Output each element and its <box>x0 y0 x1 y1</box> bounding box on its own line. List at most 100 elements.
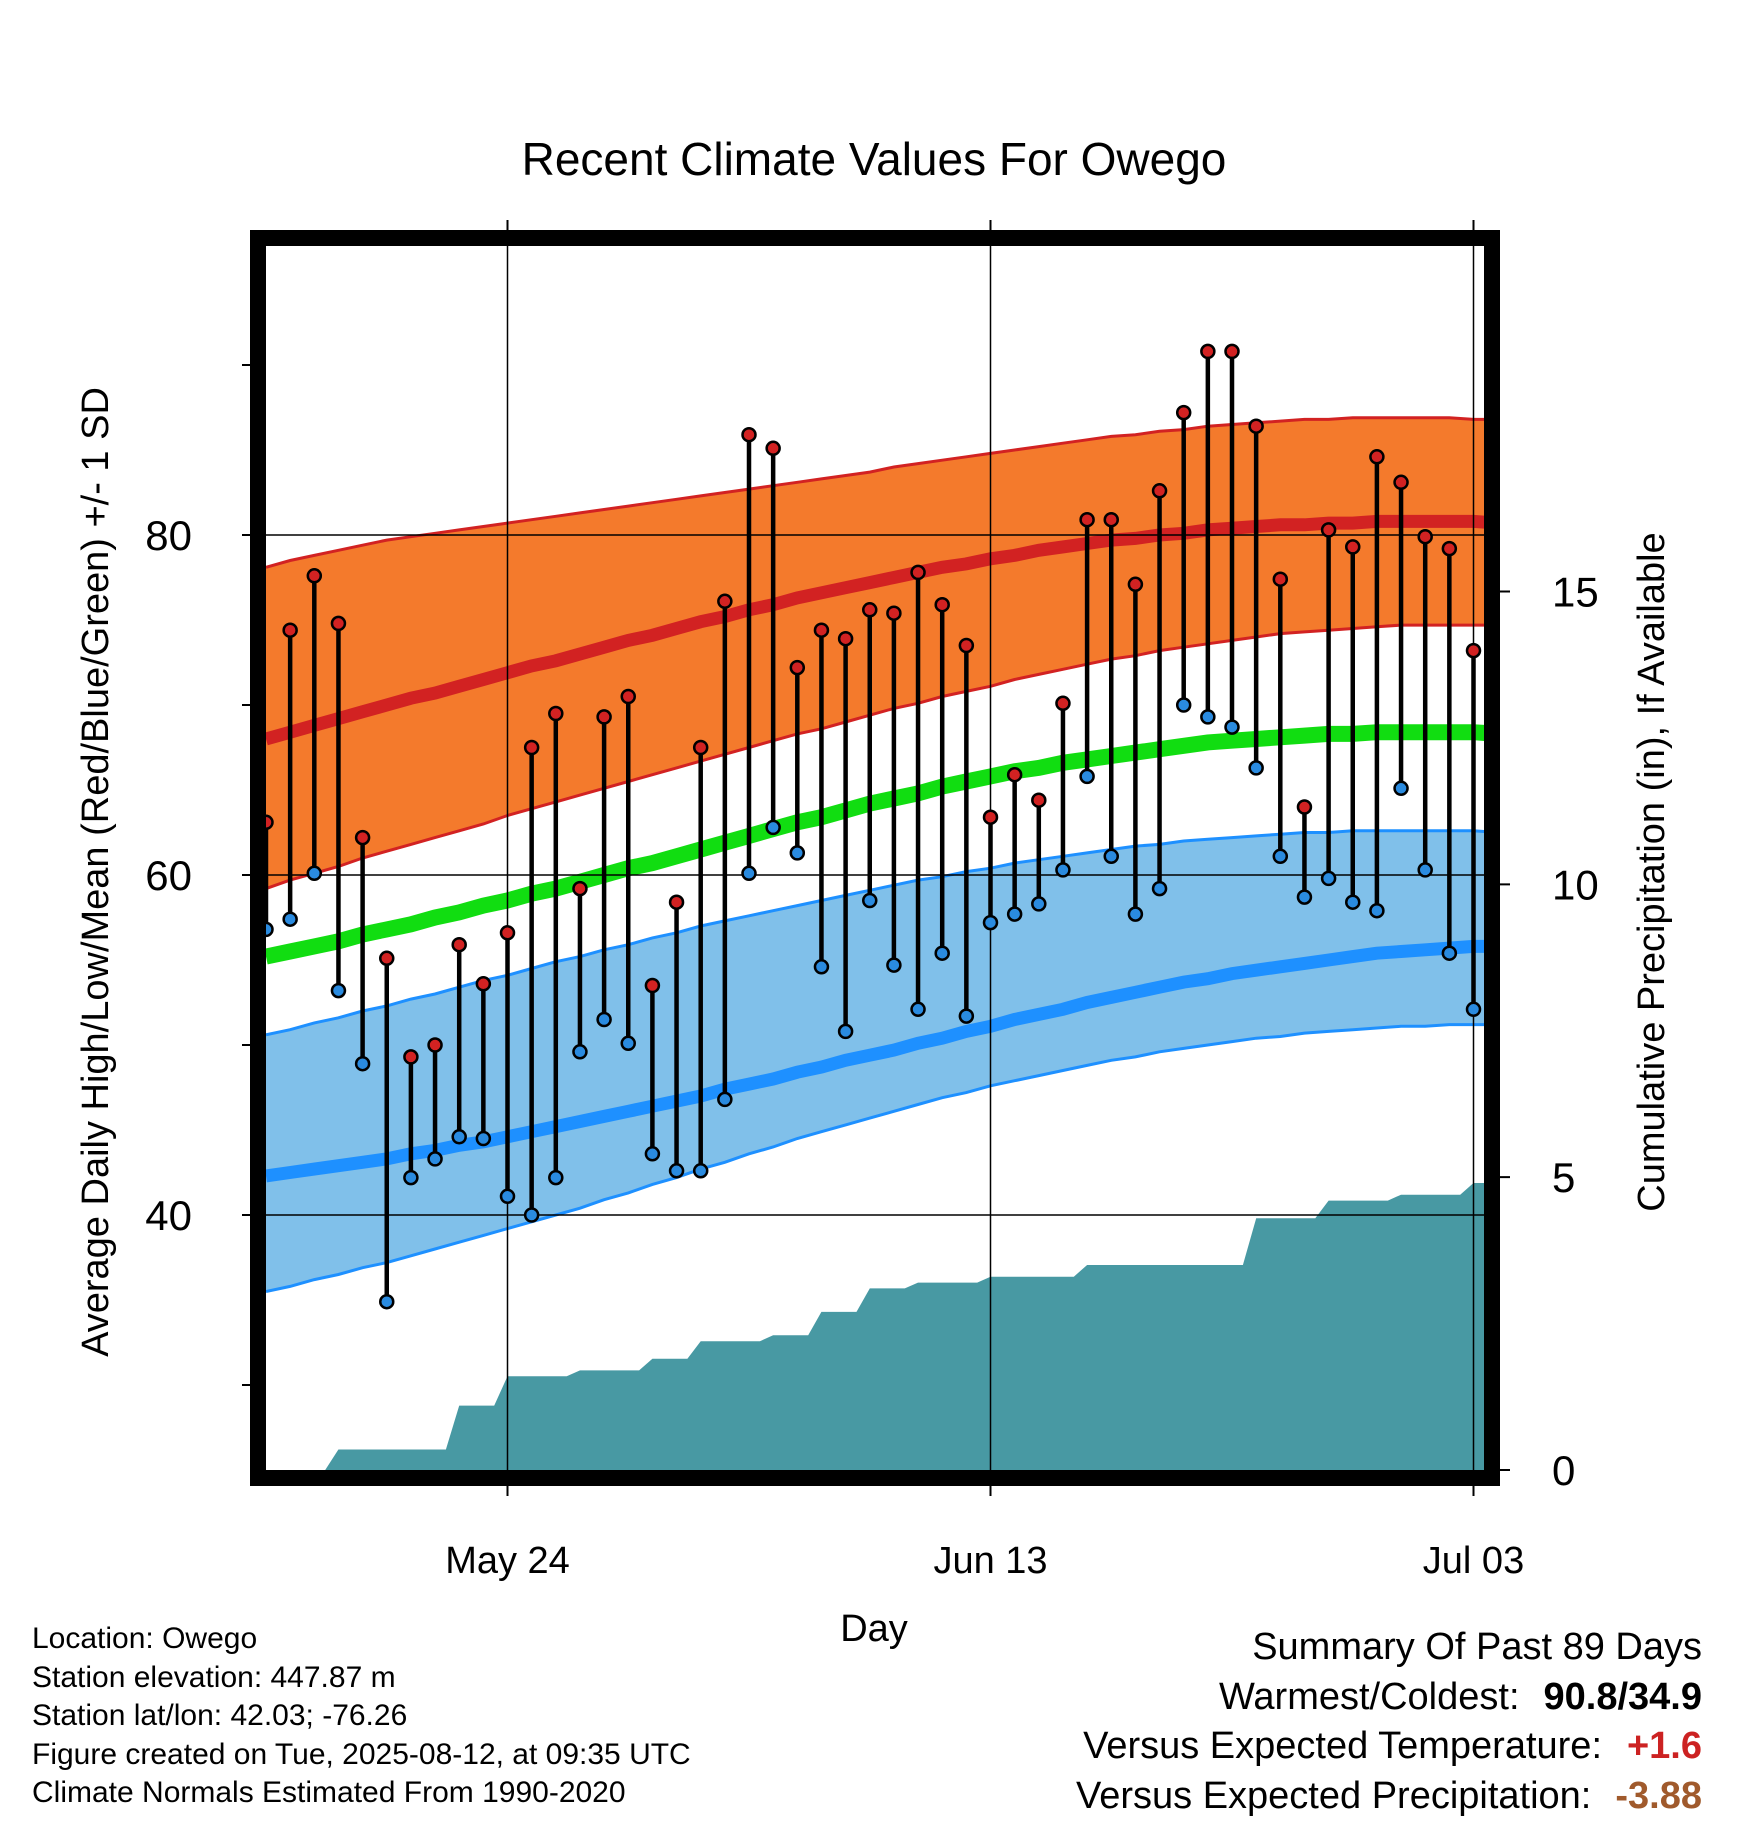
daily-low-point <box>1127 906 1144 922</box>
daily-high-point <box>668 894 685 910</box>
daily-high-point <box>717 593 733 610</box>
daily-low-point <box>523 1207 540 1223</box>
daily-low-point <box>1709 760 1722 773</box>
daily-high-point <box>1151 483 1168 499</box>
cumulative-precip-area <box>266 1183 1484 1470</box>
daily-low-point <box>789 845 806 861</box>
daily-low-point <box>1320 870 1337 887</box>
high-sd-band-lower-edge <box>266 623 1484 891</box>
daily-high-point <box>862 602 878 618</box>
daily-high-point <box>1296 799 1313 815</box>
latlon-text: Station lat/lon: 42.03; -76.26 <box>32 1699 408 1732</box>
chart-title: Recent Climate Values For Owego <box>522 133 1227 185</box>
daily-low-point <box>1684 741 1697 754</box>
daily-low-point <box>934 945 950 961</box>
daily-low-point <box>717 1091 733 1108</box>
daily-high-point <box>306 568 323 584</box>
daily-high-point <box>1224 343 1240 360</box>
daily-low-point <box>813 959 830 975</box>
normal-mean-line <box>266 724 1484 965</box>
daily-low-point <box>1612 852 1625 865</box>
daily-low-point <box>1272 848 1289 865</box>
daily-high-point <box>354 829 371 846</box>
daily-high-point <box>282 622 298 638</box>
warmest-coldest-value: 90.8/34.9 <box>1543 1675 1702 1718</box>
daily-low-point <box>1441 945 1458 961</box>
daily-low-point <box>910 1001 926 1018</box>
daily-low-point <box>1465 1001 1482 1018</box>
daily-high-point <box>548 705 564 722</box>
daily-high-point <box>572 880 588 897</box>
daily-low-point <box>548 1169 564 1186</box>
daily-high-point <box>1441 540 1458 557</box>
y2-tick-label: 5 <box>1552 1154 1575 1201</box>
daily-high-point <box>523 739 540 756</box>
daily-high-point <box>837 630 854 647</box>
normals-period-text: Climate Normals Estimated From 1990-2020 <box>32 1776 626 1809</box>
summary-heading: Summary Of Past 89 Days <box>1252 1626 1702 1668</box>
daily-high-point <box>1127 576 1144 593</box>
daily-high-point <box>886 605 902 621</box>
x-tick-label: Jul 03 <box>1423 1540 1524 1582</box>
normal-low-line <box>266 939 1484 1183</box>
daily-low-point <box>1079 768 1095 785</box>
daily-low-point <box>1733 761 1746 774</box>
y-tick-label: 60 <box>145 852 192 899</box>
low-sd-band-fill <box>266 830 1484 1292</box>
y2-tick-label: 10 <box>1552 861 1599 908</box>
vs-precip-label: Versus Expected Precipitation: <box>1075 1774 1592 1817</box>
daily-low-point <box>1224 719 1240 735</box>
x-tick-label: Jun 13 <box>933 1540 1047 1582</box>
daily-high-point <box>1175 404 1192 421</box>
daily-low-point <box>354 1055 371 1072</box>
daily-low-point <box>1151 880 1168 897</box>
daily-high-point <box>1684 452 1697 465</box>
summary-panel: Summary Of Past 89 Days Warmest/Coldest:… <box>1076 1623 1702 1821</box>
daily-low-point <box>451 1129 467 1145</box>
daily-low-point <box>620 1035 636 1052</box>
daily-high-point <box>741 426 757 443</box>
daily-high-point <box>330 615 347 632</box>
daily-high-point <box>1345 539 1361 555</box>
daily-high-point <box>1006 766 1023 783</box>
location-text: Location: Owego <box>32 1622 258 1655</box>
daily-high-point <box>934 596 950 613</box>
daily-high-point <box>1320 522 1337 538</box>
daily-low-point <box>266 921 274 938</box>
high-sd-band-fill <box>266 417 1484 889</box>
daily-low-point <box>1248 760 1264 776</box>
y-axis-label: Average Daily High/Low/Mean (Red/Blue/Gr… <box>75 387 117 1357</box>
daily-high-point <box>813 622 830 638</box>
x-tick-label: May 24 <box>445 1540 570 1582</box>
daily-low-point <box>765 819 781 836</box>
created-text: Figure created on Tue, 2025-08-12, at 09… <box>32 1737 691 1771</box>
vs-precip-value: -3.88 <box>1615 1774 1702 1817</box>
daily-high-point <box>1465 642 1482 659</box>
daily-high-point <box>910 564 926 581</box>
elevation-text: Station elevation: 447.87 m <box>32 1660 396 1694</box>
daily-high-point <box>1709 530 1722 543</box>
daily-high-point <box>1636 455 1649 468</box>
daily-low-point <box>1296 889 1313 905</box>
daily-low-point <box>1055 862 1071 878</box>
warmest-coldest-label: Warmest/Coldest: <box>1218 1675 1520 1718</box>
low-sd-band-lower-edge <box>266 1023 1484 1293</box>
daily-high-point <box>499 925 516 941</box>
daily-low-point <box>692 1163 709 1179</box>
y2-axis-label: Cumulative Precipitation (in), If Availa… <box>1631 532 1673 1211</box>
daily-low-point <box>1006 906 1023 922</box>
daily-low-point <box>499 1188 516 1205</box>
daily-high-point <box>789 659 806 676</box>
vs-temp-value: +1.6 <box>1626 1725 1702 1767</box>
daily-low-point <box>1175 697 1192 713</box>
daily-high-point <box>1248 418 1264 434</box>
daily-low-point <box>330 982 347 999</box>
daily-low-point <box>1103 848 1119 865</box>
plot-inner <box>266 246 1746 1470</box>
daily-low-point <box>1588 809 1601 822</box>
daily-high-point <box>596 709 612 725</box>
daily-low-point <box>306 865 323 882</box>
daily-low-point <box>596 1011 612 1028</box>
daily-high-point <box>1564 527 1577 540</box>
